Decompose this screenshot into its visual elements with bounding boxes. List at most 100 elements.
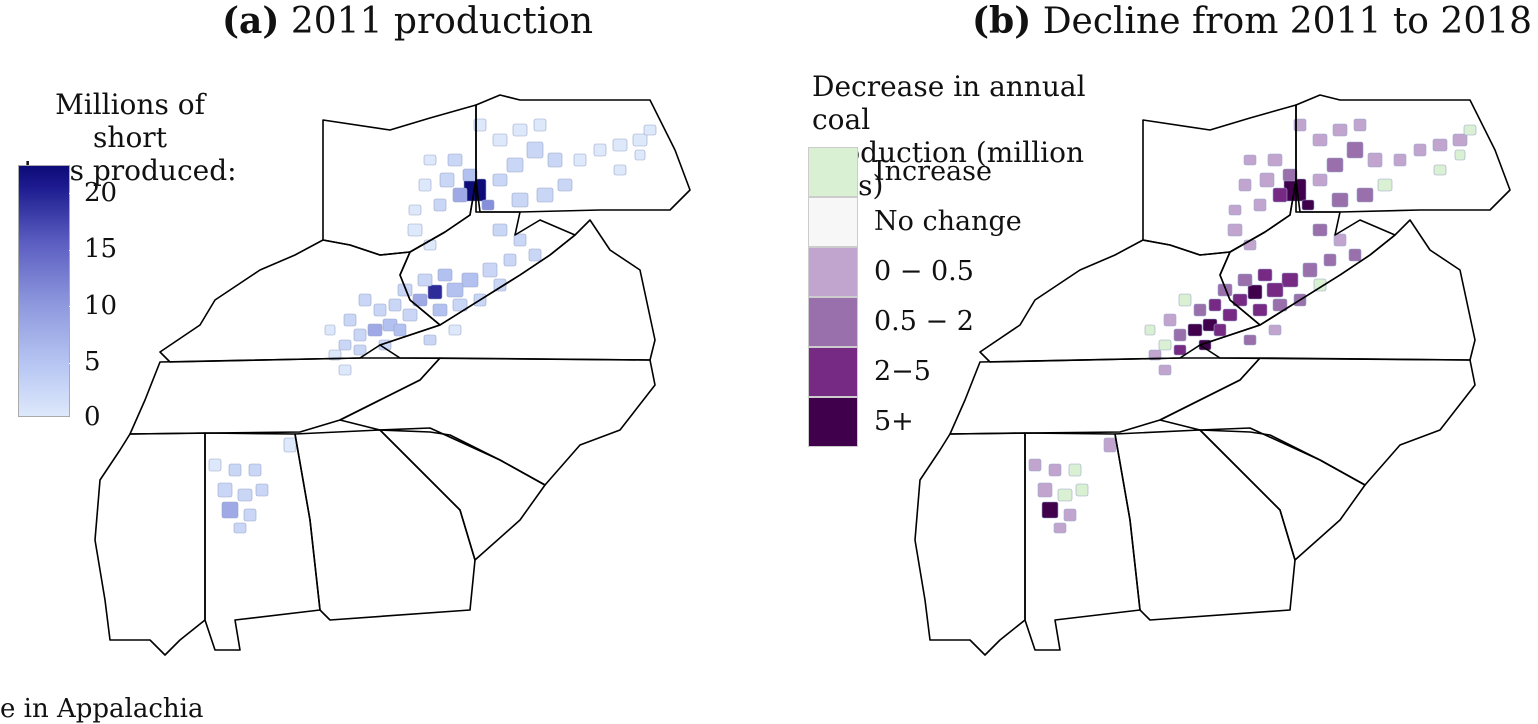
legend-swatch (808, 297, 858, 347)
county-region (1243, 154, 1257, 166)
county-region (473, 118, 487, 132)
county-region (1326, 157, 1344, 173)
county-region (593, 143, 607, 157)
county-region (439, 172, 455, 188)
county-region (643, 124, 657, 136)
county-region (388, 298, 402, 312)
county-region (1053, 522, 1067, 534)
county-region (511, 192, 529, 208)
state-outline (1199, 427, 1366, 561)
state-outline (1024, 432, 1141, 651)
county-region (447, 153, 463, 167)
county-region (397, 283, 413, 297)
panel-a-map (94, 94, 691, 656)
legend-label: 2−5 (874, 356, 931, 387)
county-region (557, 178, 573, 192)
county-region (1452, 133, 1468, 147)
panel-b-map (914, 94, 1511, 656)
county-region (1301, 199, 1315, 211)
county-region (432, 303, 448, 317)
panel-b-legend-title-line1: Decrease in annual coal (812, 70, 1086, 136)
county-region (1173, 344, 1187, 356)
county-region (1282, 168, 1298, 182)
county-region (423, 154, 437, 166)
colorbar-tick-mark (69, 306, 79, 307)
county-region (208, 458, 222, 472)
county-region (512, 123, 528, 137)
county-region (1312, 223, 1328, 237)
figure-caption: e in Appalachia (0, 694, 204, 724)
county-region (1253, 198, 1267, 212)
county-region (343, 313, 357, 327)
county-region (634, 149, 646, 161)
county-region (506, 157, 524, 173)
legend-swatch (808, 397, 858, 447)
county-region (243, 508, 257, 522)
county-region (1267, 153, 1283, 167)
colorbar-label-0: 0 (84, 402, 101, 432)
county-region (536, 187, 554, 203)
county-region (481, 199, 495, 211)
county-region (492, 223, 508, 237)
county-region (1356, 187, 1374, 203)
county-region (1057, 488, 1073, 502)
county-region (493, 278, 507, 292)
county-region (1312, 133, 1328, 147)
state-outline (914, 432, 1026, 656)
state-outline (1159, 357, 1476, 486)
legend-swatch (808, 147, 858, 197)
legend-label: 5+ (874, 406, 914, 437)
legend-swatch (808, 197, 858, 247)
county-region (423, 239, 437, 251)
county-region (1463, 124, 1477, 136)
county-region (408, 204, 422, 216)
county-region (1144, 324, 1156, 336)
county-region (1228, 204, 1242, 216)
colorbar-tick-mark (69, 193, 79, 194)
state-outline (339, 357, 656, 486)
state-outline (379, 427, 546, 561)
county-region (1313, 278, 1327, 292)
county-region (492, 133, 508, 147)
county-region (1433, 164, 1447, 176)
county-region (1048, 463, 1062, 477)
county-region (1268, 324, 1282, 336)
county-region (417, 273, 433, 287)
county-region (1281, 272, 1299, 288)
county-region (1367, 152, 1383, 168)
legend-swatch (808, 247, 858, 297)
county-region (1293, 118, 1307, 132)
state-outline (94, 432, 206, 656)
county-region (437, 268, 453, 282)
legend-label: No change (874, 206, 1022, 237)
county-region (1217, 283, 1233, 297)
county-region (328, 349, 342, 361)
county-region (1227, 223, 1243, 237)
state-outline (475, 94, 691, 213)
county-region (1331, 192, 1349, 208)
county-region (1037, 482, 1053, 498)
county-region (461, 272, 479, 288)
county-region (433, 198, 447, 212)
state-outline (949, 357, 1261, 435)
county-region (492, 173, 508, 187)
state-outline (159, 239, 441, 363)
county-region (1158, 339, 1172, 351)
county-region (462, 168, 478, 182)
state-outline (204, 432, 321, 651)
colorbar-label-20: 20 (84, 178, 118, 208)
state-outline (1295, 94, 1511, 213)
county-region (1041, 501, 1059, 519)
county-region (1068, 463, 1082, 477)
county-region (1323, 253, 1337, 267)
county-region (1312, 173, 1328, 187)
county-region (1353, 118, 1367, 132)
county-region (1348, 248, 1362, 262)
county-region (1272, 298, 1288, 312)
county-region (1173, 328, 1187, 342)
county-region (632, 133, 648, 147)
county-region (526, 141, 544, 159)
county-region (353, 344, 367, 356)
state-outline (1114, 429, 1296, 621)
